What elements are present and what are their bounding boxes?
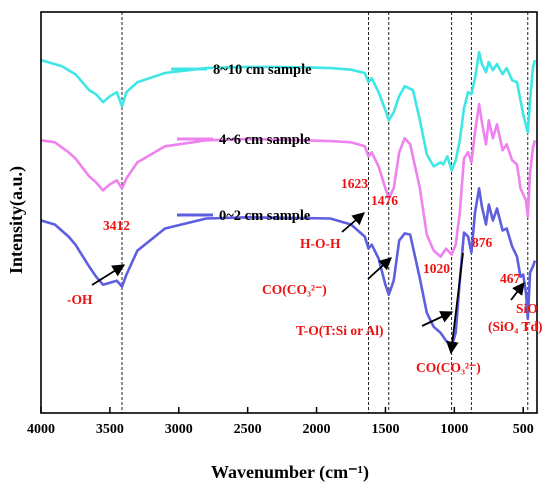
x-tick-label-2500: 2500 bbox=[234, 422, 262, 437]
x-tick-label-2000: 2000 bbox=[303, 422, 331, 437]
annotation-sio4-td: (SiO₄ Td) bbox=[488, 319, 542, 334]
annotation-876: 876 bbox=[472, 235, 493, 250]
x-tick-label-4000: 4000 bbox=[27, 422, 55, 437]
arrow-sio bbox=[510, 281, 525, 301]
series-line-2 bbox=[40, 187, 537, 349]
annotation-1476: 1476 bbox=[371, 193, 398, 208]
legend-label-0-2: 0~2 cm sample bbox=[219, 208, 311, 224]
x-tick-label-1500: 1500 bbox=[371, 422, 399, 437]
annotation-467: 467 bbox=[500, 271, 521, 286]
series-line-0 bbox=[40, 50, 537, 172]
x-axis-ticks: 4000 3500 3000 2500 2000 1500 1000 500 bbox=[27, 407, 534, 437]
annotation-t-o: T-O(T:Si or Al) bbox=[296, 323, 384, 338]
x-axis-label: Wavenumber (cm⁻¹) bbox=[211, 462, 369, 483]
annotation-co3-b: CO(CO₃²⁻) bbox=[416, 360, 481, 375]
annotation-3412: 3412 bbox=[103, 218, 130, 233]
y-axis-label: Intensity(a.u.) bbox=[6, 166, 27, 274]
legend-label-8-10: 8~10 cm sample bbox=[213, 62, 312, 78]
annotation-h-o-h: H-O-H bbox=[300, 236, 341, 251]
arrow-co3-b bbox=[446, 252, 464, 355]
annotation-oh: -OH bbox=[67, 292, 93, 307]
annotation-1623: 1623 bbox=[341, 176, 368, 191]
x-tick-label-3500: 3500 bbox=[96, 422, 124, 437]
legend-label-4-6: 4~6 cm sample bbox=[219, 132, 311, 148]
x-tick-label-500: 500 bbox=[513, 422, 534, 437]
series-line-1 bbox=[40, 102, 537, 258]
series-layer bbox=[40, 50, 537, 349]
annotation-1020: 1020 bbox=[423, 261, 450, 276]
annotation-sio: SiO bbox=[516, 301, 538, 316]
annotations: 3412 -OH 1623 1476 H-O-H 1020 876 467 Si… bbox=[67, 176, 542, 375]
annotation-co3-a: CO(CO₃²⁻) bbox=[262, 282, 327, 297]
legend: 8~10 cm sample 4~6 cm sample 0~2 cm samp… bbox=[171, 62, 312, 224]
arrow-h-o-h bbox=[341, 212, 365, 233]
annotation-arrows bbox=[91, 212, 525, 355]
arrow-t-o bbox=[421, 311, 454, 327]
x-tick-label-1000: 1000 bbox=[440, 422, 468, 437]
x-tick-label-3000: 3000 bbox=[165, 422, 193, 437]
plot-frame bbox=[40, 11, 538, 414]
arrow-co3-a bbox=[367, 257, 392, 280]
arrow-oh bbox=[91, 264, 126, 286]
